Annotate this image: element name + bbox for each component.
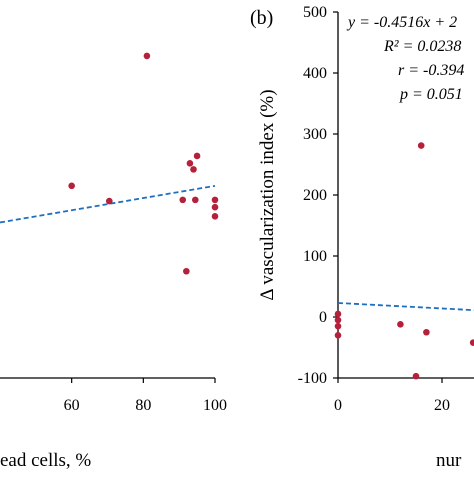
panel-b-data-point (412, 372, 420, 380)
panel-b-x-tick-label: 0 (334, 397, 342, 414)
panel-b-data-point (397, 321, 404, 328)
panel-a-data-point (68, 182, 75, 190)
panel-b-y-tick-label: 100 (303, 248, 327, 265)
panel-b-x-ticks: 0 20 (334, 378, 450, 414)
panel-a-data-point (211, 196, 219, 204)
panel-b-y-tick-label: -100 (298, 370, 327, 387)
panel-b-data-point (423, 328, 430, 336)
panel-b-y-tick-label: 0 (319, 309, 327, 326)
panel-a-data-point (183, 267, 190, 275)
panel-a: 60 80 100 ead cells, % (0, 52, 227, 471)
stat-r-squared: R² = 0.0238 (383, 38, 461, 55)
panel-a-data-point (191, 196, 199, 204)
panel-b-y-tick-label: 300 (303, 126, 327, 143)
panel-b-data-point (334, 310, 342, 318)
panel-a-data-point (211, 203, 219, 211)
panel-b-tag: (b) (250, 7, 273, 29)
panel-b-x-tick-label: 20 (434, 397, 450, 414)
panel-b-y-tick-label: 400 (303, 65, 327, 82)
panel-a-x-axis-label: ead cells, % (0, 450, 91, 471)
panel-a-x-tick-label: 100 (203, 397, 227, 414)
panel-a-x-tick-label: 60 (64, 397, 80, 414)
panel-b-data-point (334, 316, 342, 324)
panel-b: (b) 500 400 300 200 100 0 -100 0 20 Δ vasculari… (250, 4, 474, 471)
panel-a-data-point (211, 213, 219, 220)
stat-r: r = -0.394 (398, 62, 464, 79)
stat-p: p = 0.051 (399, 86, 463, 103)
panel-a-data-point (179, 196, 187, 204)
panel-a-data-point (193, 152, 201, 160)
panel-b-trend-line (337, 302, 474, 312)
panel-a-data-point (105, 197, 113, 205)
panel-a-data-point (143, 52, 151, 60)
panel-b-data-point (417, 142, 425, 149)
panel-a-trend-line (0, 184, 216, 224)
panel-a-points (68, 52, 219, 275)
panel-b-stats: y = -0.4516x + 2 R² = 0.0238 r = -0.394 … (346, 14, 464, 103)
panel-a-x-ticks: 60 80 100 (64, 378, 227, 414)
panel-b-data-point (334, 322, 342, 330)
panel-a-data-point (186, 159, 194, 167)
panel-b-points (334, 142, 474, 380)
panel-b-x-axis-label: nur (436, 450, 462, 471)
panel-b-y-ticks: 500 400 300 200 100 0 -100 (298, 4, 338, 387)
panel-a-data-point (190, 166, 197, 173)
panel-b-y-tick-label: 200 (303, 187, 327, 204)
panel-b-data-point (469, 339, 474, 346)
panel-b-data-point (334, 332, 342, 339)
panel-b-trendline (337, 302, 474, 312)
panel-b-y-axis-label: Δ vascularization index (%) (257, 89, 278, 300)
panel-a-x-tick-label: 80 (135, 397, 151, 414)
stat-equation: y = -0.4516x + 2 (346, 14, 457, 31)
panel-a-trendline (0, 184, 216, 224)
panel-b-y-tick-label: 500 (303, 4, 327, 21)
